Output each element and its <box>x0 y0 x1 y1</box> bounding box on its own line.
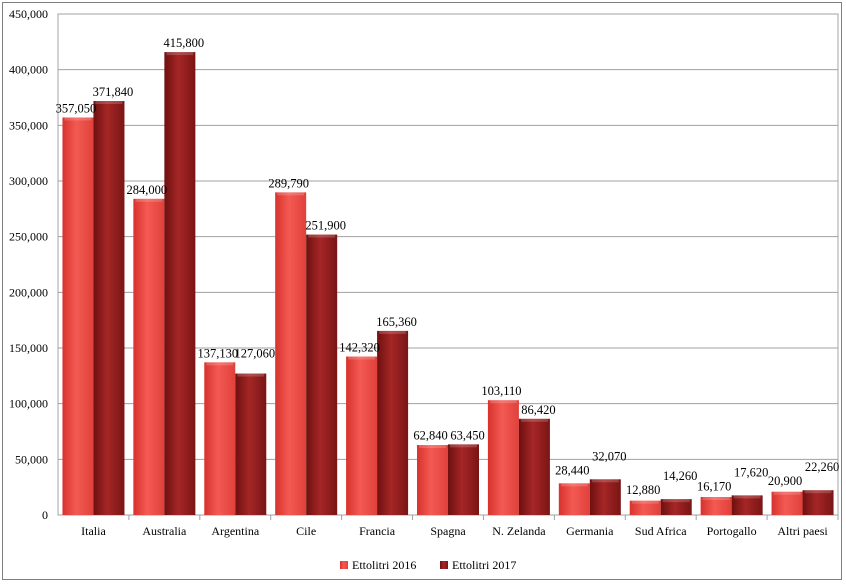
bar-2016 <box>275 192 307 515</box>
bar-2016-bevel <box>206 362 234 366</box>
bar-2016-bevel <box>277 192 305 196</box>
bar-2017-bevel <box>450 444 477 448</box>
bar-2017-bevel <box>166 52 194 56</box>
y-tick-label: 350,000 <box>9 118 48 132</box>
x-tick-label: Altri paesi <box>777 524 828 538</box>
bar-2017 <box>589 479 621 515</box>
bar-2017 <box>93 101 125 516</box>
bar-2016 <box>558 483 590 515</box>
y-tick-label: 400,000 <box>9 63 48 77</box>
legend-swatch-2016 <box>340 561 348 569</box>
x-tick-label: Spagna <box>430 524 466 538</box>
data-label-2016: 137,130 <box>197 346 238 360</box>
x-tick-label: Argentina <box>211 524 259 538</box>
bar-2017 <box>518 418 550 515</box>
data-label-2016: 12,880 <box>626 483 660 497</box>
bar-2017 <box>377 330 409 515</box>
bar-2017-bevel <box>804 490 832 494</box>
bar-2016 <box>700 496 732 515</box>
x-tick-label: N. Zelanda <box>492 524 546 538</box>
x-tick-label: Cile <box>296 524 316 538</box>
y-tick-label: 0 <box>42 508 48 522</box>
data-label-2017: 165,360 <box>376 315 417 329</box>
x-tick-label: Italia <box>81 524 106 538</box>
y-tick-label: 250,000 <box>9 230 48 244</box>
x-tick-label: Francia <box>359 524 396 538</box>
data-label-2017: 32,070 <box>592 449 626 463</box>
y-tick-label: 200,000 <box>9 285 48 299</box>
data-label-2016: 62,840 <box>413 428 447 442</box>
bar-2016 <box>487 400 519 515</box>
x-tick-label: Sud Africa <box>635 524 687 538</box>
data-label-2017: 86,420 <box>521 403 555 417</box>
data-label-2017: 22,260 <box>805 460 839 474</box>
data-label-2017: 127,060 <box>234 346 275 360</box>
bar-2017 <box>660 499 692 515</box>
data-label-2016: 284,000 <box>127 183 168 197</box>
data-label-2016: 142,320 <box>339 341 380 355</box>
data-label-2017: 14,260 <box>663 469 697 483</box>
data-label-2016: 103,110 <box>481 384 521 398</box>
data-label-2017: 251,900 <box>305 219 346 233</box>
y-tick-label: 450,000 <box>9 7 48 21</box>
data-label-2016: 289,790 <box>268 176 309 190</box>
bar-2017-bevel <box>308 234 336 238</box>
legend-swatch-2017 <box>440 561 448 569</box>
bar-2016 <box>62 117 94 515</box>
bar-2016 <box>629 500 661 515</box>
legend-label-2016: Ettolitri 2016 <box>352 558 416 572</box>
data-label-2017: 371,840 <box>93 85 134 99</box>
bar-2017 <box>164 52 196 516</box>
bar-2016 <box>346 356 378 515</box>
data-label-2017: 17,620 <box>734 465 768 479</box>
bar-2016-bevel <box>348 356 376 360</box>
bar-2016 <box>771 491 803 515</box>
bar-2017-bevel <box>379 330 407 334</box>
bar-2016-bevel <box>135 198 163 202</box>
bar-2016-bevel <box>773 491 801 495</box>
bar-2017 <box>235 373 267 515</box>
bar-2016-bevel <box>489 400 517 404</box>
bar-2017 <box>306 234 338 515</box>
bar-2016-bevel <box>702 496 730 500</box>
bar-2017 <box>731 495 763 515</box>
bar-2016-bevel <box>631 500 659 504</box>
y-tick-label: 300,000 <box>9 174 48 188</box>
bar-2017-bevel <box>95 101 123 105</box>
data-label-2016: 357,050 <box>56 101 97 115</box>
bar-2016 <box>133 198 165 515</box>
x-tick-label: Australia <box>142 524 187 538</box>
data-label-2016: 28,440 <box>555 463 589 477</box>
bar-2016 <box>417 445 448 515</box>
y-tick-label: 100,000 <box>9 397 48 411</box>
bar-2017-bevel <box>237 373 265 377</box>
bar-2017-bevel <box>662 499 690 503</box>
x-tick-label: Germania <box>566 524 614 538</box>
bar-2017 <box>802 490 834 515</box>
bar-2016 <box>204 362 236 515</box>
bar-2016-bevel <box>419 445 446 449</box>
legend-label-2017: Ettolitri 2017 <box>452 558 516 572</box>
bar-2017-bevel <box>733 495 761 499</box>
bar-2016-bevel <box>64 117 92 121</box>
y-tick-label: 150,000 <box>9 341 48 355</box>
data-label-2017: 415,800 <box>164 36 205 50</box>
x-tick-label: Portogallo <box>707 524 757 538</box>
data-label-2017: 63,450 <box>450 428 484 442</box>
bar-2017-bevel <box>591 479 619 483</box>
y-tick-label: 50,000 <box>15 452 48 466</box>
bar-2017 <box>448 444 479 515</box>
data-label-2016: 16,170 <box>697 479 731 493</box>
data-label-2016: 20,900 <box>768 474 802 488</box>
bar-2016-bevel <box>560 483 588 487</box>
bar-2017-bevel <box>520 418 548 422</box>
